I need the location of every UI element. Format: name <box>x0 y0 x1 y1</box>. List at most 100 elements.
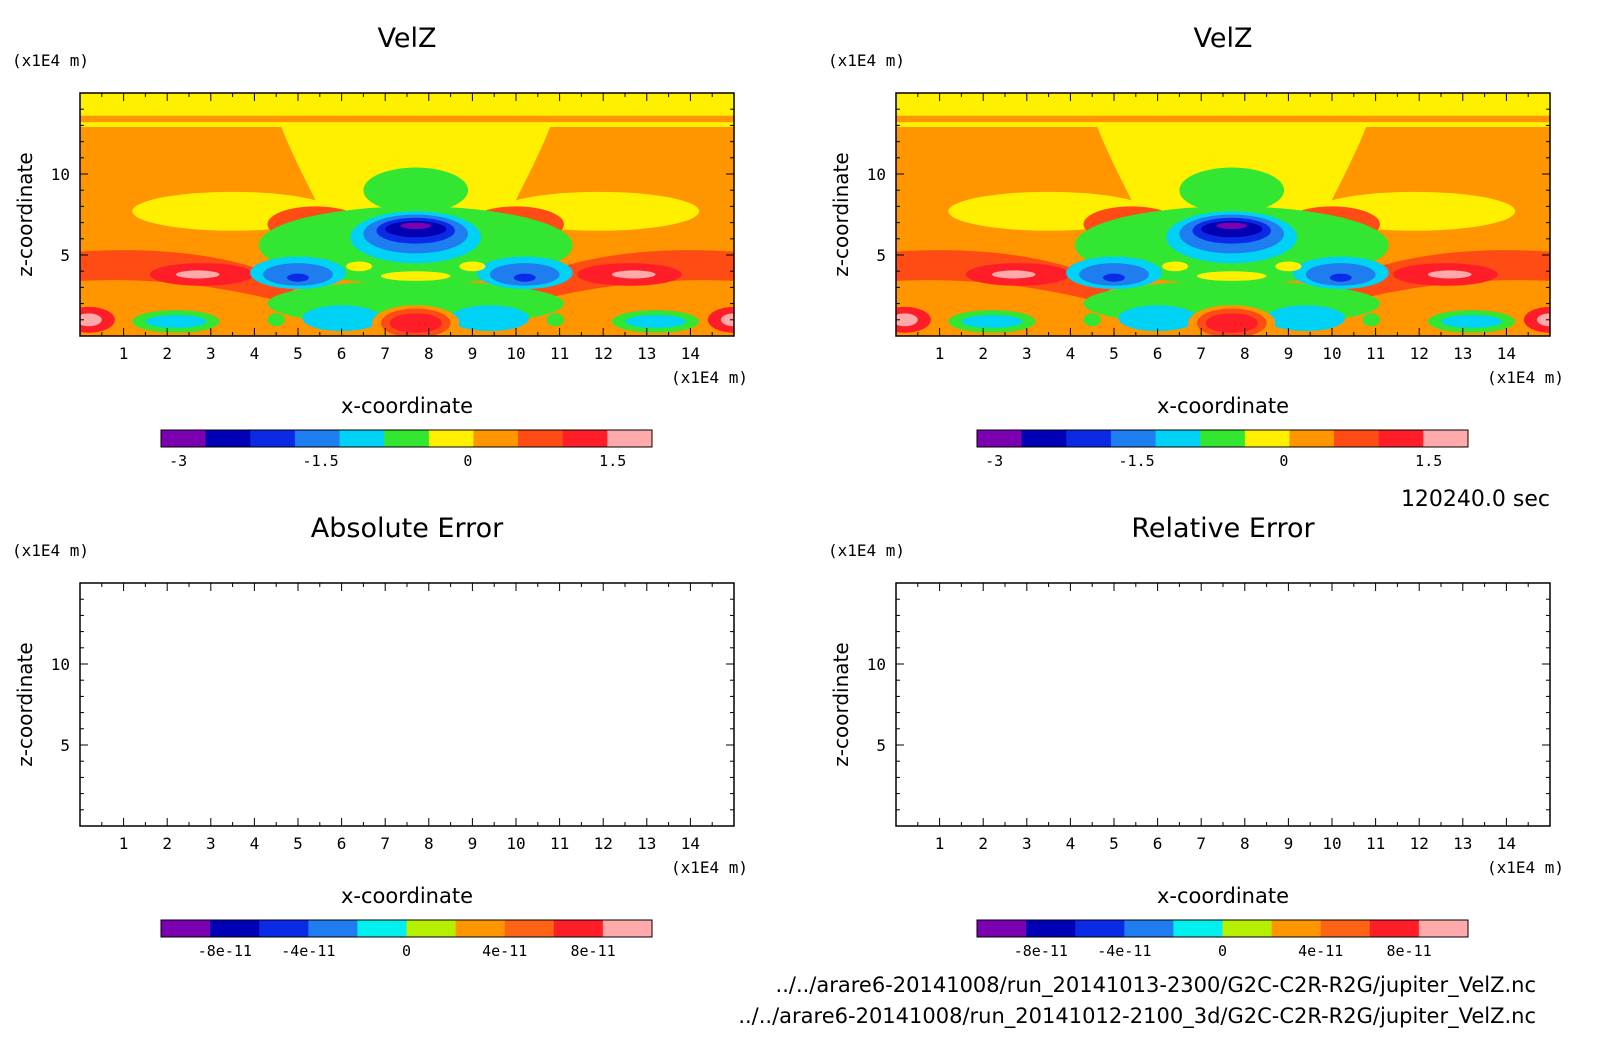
colorbar-tick-label: -3 <box>985 452 1003 470</box>
chart-title: Absolute Error <box>311 513 504 544</box>
x-tick-label: 9 <box>468 834 478 853</box>
contour-region <box>267 313 285 327</box>
colorbar-segment <box>977 920 1027 937</box>
contour-region <box>1205 313 1258 333</box>
contour-region <box>400 222 431 230</box>
contour-region <box>1536 313 1550 327</box>
colorbar-segment <box>250 430 296 447</box>
colorbar-segment <box>339 430 385 447</box>
x-tick-label: 11 <box>1366 834 1385 853</box>
contour-region <box>380 271 451 281</box>
x-axis-label: x-coordinate <box>341 884 473 908</box>
x-tick-label: 6 <box>1153 344 1163 363</box>
colorbar-tick-label: -4e-11 <box>1097 942 1151 960</box>
colorbar-segment <box>518 430 564 447</box>
contour-region <box>896 313 918 327</box>
colorbar-tick-label: -8e-11 <box>1014 942 1068 960</box>
y-axis-label: z-coordinate <box>13 152 37 276</box>
x-unit-label: (x1E4 m) <box>671 858 748 877</box>
y-tick-label: 5 <box>60 246 70 265</box>
x-tick-label: 13 <box>637 834 656 853</box>
colorbar-segment <box>602 920 653 937</box>
contour-region <box>1275 261 1302 272</box>
x-tick-label: 9 <box>1284 344 1294 363</box>
x-tick-label: 5 <box>1109 344 1119 363</box>
contour-region <box>450 305 530 332</box>
x-tick-label: 2 <box>162 344 172 363</box>
contour-region <box>345 261 373 272</box>
x-tick-label: 12 <box>594 344 613 363</box>
plot-frame <box>895 582 1551 827</box>
colorbar-segment <box>1320 920 1371 937</box>
x-tick-label: 5 <box>293 834 303 853</box>
x-tick-label: 4 <box>250 834 260 853</box>
x-tick-label: 7 <box>1196 344 1206 363</box>
contour-field <box>80 93 734 336</box>
x-unit-label: (x1E4 m) <box>671 368 748 387</box>
x-tick-label: 8 <box>1240 344 1250 363</box>
x-tick-label: 14 <box>681 344 700 363</box>
colorbar-segment <box>1334 430 1380 447</box>
chart-panel-2: VelZ (x1E4 m) (x1E4 m) x-coordinate z-coordi… <box>828 23 1564 470</box>
colorbar-tick-label: -1.5 <box>303 452 339 470</box>
y-tick-label: 5 <box>876 246 886 265</box>
x-tick-label: 1 <box>935 344 945 363</box>
y-tick-label: 10 <box>867 655 886 674</box>
colorbar-tick-label: -3 <box>169 452 187 470</box>
colorbar-segment <box>1369 920 1420 937</box>
colorbar-segment <box>562 430 608 447</box>
colorbar-tick-label: 0 <box>463 452 472 470</box>
chart-panel-4: Relative Error (x1E4 m) (x1E4 m) x-coordina… <box>828 513 1564 960</box>
colorbar-segment <box>1066 430 1112 447</box>
x-tick-label: 14 <box>681 834 700 853</box>
chart-panel-3: Absolute Error (x1E4 m) (x1E4 m) x-coordina… <box>12 513 748 960</box>
colorbar-segment <box>1026 920 1076 937</box>
x-tick-label: 7 <box>380 834 390 853</box>
contour-region <box>961 314 1023 328</box>
colorbar-segment <box>1418 920 1469 937</box>
x-tick-label: 13 <box>1453 834 1472 853</box>
contour-region <box>1362 313 1380 327</box>
x-tick-label: 13 <box>637 344 656 363</box>
colorbar-tick-label: -1.5 <box>1119 452 1155 470</box>
y-unit-label: (x1E4 m) <box>12 541 89 560</box>
chart-panel-1: VelZ (x1E4 m) (x1E4 m) x-coordinate z-coordi… <box>12 23 748 470</box>
contour-region <box>1216 222 1247 230</box>
contour-region <box>896 115 1550 123</box>
contour-field <box>896 93 1550 336</box>
x-tick-label: 14 <box>1497 344 1516 363</box>
x-tick-label: 8 <box>1240 834 1250 853</box>
colorbar-segment <box>1155 430 1201 447</box>
plot-frame <box>79 582 735 827</box>
file-path-2: ../../arare6-20141008/run_20141012-2100_… <box>738 1004 1536 1028</box>
colorbar-segment <box>1075 920 1125 937</box>
colorbar-segment <box>1110 430 1157 447</box>
x-tick-label: 2 <box>162 834 172 853</box>
x-tick-label: 12 <box>594 834 613 853</box>
x-axis-label: x-coordinate <box>1157 394 1289 418</box>
y-tick-label: 5 <box>60 736 70 755</box>
x-tick-label: 6 <box>337 344 347 363</box>
x-unit-label: (x1E4 m) <box>1487 858 1564 877</box>
colorbar-segment <box>210 920 260 937</box>
contour-region <box>1329 273 1352 282</box>
x-tick-label: 13 <box>1453 344 1472 363</box>
contour-region <box>287 273 309 282</box>
x-tick-label: 6 <box>337 834 347 853</box>
contour-region <box>1441 314 1503 328</box>
x-axis-label: x-coordinate <box>341 394 473 418</box>
x-tick-label: 1 <box>119 834 129 853</box>
contour-region <box>1427 270 1472 279</box>
x-tick-label: 4 <box>1066 834 1076 853</box>
y-unit-label: (x1E4 m) <box>828 541 905 560</box>
colorbar-frame <box>976 429 1469 448</box>
colorbar-segment <box>308 920 358 937</box>
contour-region <box>1118 305 1197 332</box>
colorbar-segment <box>1423 430 1469 447</box>
contour-region <box>1083 313 1101 327</box>
chart-title: Relative Error <box>1131 513 1315 544</box>
colorbar-segment <box>504 920 555 937</box>
chart-title: VelZ <box>378 23 437 54</box>
x-tick-label: 1 <box>935 834 945 853</box>
